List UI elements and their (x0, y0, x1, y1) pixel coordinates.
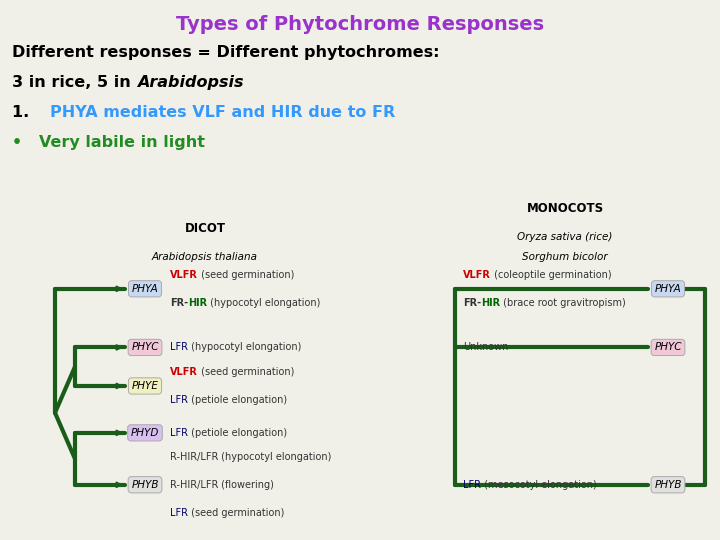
Text: (hypocotyl elongation): (hypocotyl elongation) (218, 452, 332, 462)
Text: (coleoptile germination): (coleoptile germination) (491, 270, 611, 280)
Text: (brace root gravitropism): (brace root gravitropism) (500, 298, 626, 308)
Text: Oryza sativa (rice): Oryza sativa (rice) (517, 232, 613, 242)
Text: PHYC: PHYC (131, 342, 158, 353)
Text: PHYB: PHYB (131, 480, 158, 490)
Text: HIR: HIR (481, 298, 500, 308)
Text: LFR: LFR (170, 508, 188, 518)
Text: HIR: HIR (188, 298, 207, 308)
Text: •   Very labile in light: • Very labile in light (12, 135, 205, 150)
Text: Arabidopsis thaliana: Arabidopsis thaliana (152, 252, 258, 262)
Text: PHYA: PHYA (654, 284, 681, 294)
Text: PHYD: PHYD (131, 428, 159, 438)
Text: PHYE: PHYE (132, 381, 158, 391)
Text: MONOCOTS: MONOCOTS (526, 202, 603, 215)
Text: (flowering): (flowering) (218, 480, 274, 490)
Text: VLFR: VLFR (463, 270, 491, 280)
Text: FR-: FR- (463, 298, 481, 308)
Text: (hypocotyl elongation): (hypocotyl elongation) (207, 298, 320, 308)
Text: PHYC: PHYC (654, 342, 682, 353)
Text: LFR: LFR (170, 342, 188, 353)
Text: FR-: FR- (170, 298, 188, 308)
Text: LFR: LFR (463, 480, 481, 490)
Text: 3 in rice, 5 in: 3 in rice, 5 in (12, 75, 136, 90)
Text: (petiole elongation): (petiole elongation) (188, 395, 287, 405)
Text: LFR: LFR (170, 395, 188, 405)
Text: (mesocotyl elongation): (mesocotyl elongation) (481, 480, 597, 490)
Text: R-HIR/LFR: R-HIR/LFR (170, 452, 218, 462)
Text: PHYA mediates VLF and HIR due to FR: PHYA mediates VLF and HIR due to FR (50, 105, 395, 120)
Text: VLFR: VLFR (170, 367, 198, 377)
Text: Types of Phytochrome Responses: Types of Phytochrome Responses (176, 15, 544, 34)
Text: Arabidopsis: Arabidopsis (137, 75, 243, 90)
Text: Unknown: Unknown (463, 342, 508, 353)
Text: Sorghum bicolor: Sorghum bicolor (522, 252, 608, 262)
Text: PHYA: PHYA (132, 284, 158, 294)
Text: (hypocotyl elongation): (hypocotyl elongation) (188, 342, 302, 353)
Text: (seed germination): (seed germination) (198, 270, 294, 280)
Text: (seed germination): (seed germination) (198, 367, 294, 377)
Text: (seed germination): (seed germination) (188, 508, 284, 518)
Text: Different responses = Different phytochromes:: Different responses = Different phytochr… (12, 45, 439, 60)
Text: (petiole elongation): (petiole elongation) (188, 428, 287, 438)
Text: R-HIR/LFR: R-HIR/LFR (170, 480, 218, 490)
Text: PHYB: PHYB (654, 480, 682, 490)
Text: LFR: LFR (170, 428, 188, 438)
Text: 1.: 1. (12, 105, 40, 120)
Text: DICOT: DICOT (184, 222, 225, 235)
Text: VLFR: VLFR (170, 270, 198, 280)
